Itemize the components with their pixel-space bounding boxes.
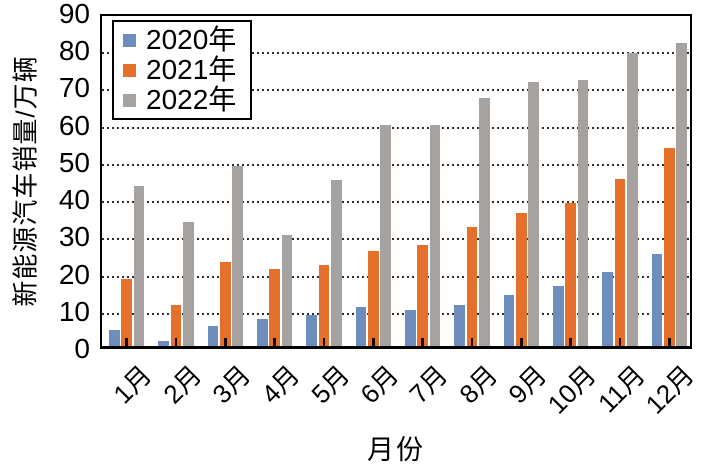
- x-axis-title: 月份: [367, 435, 425, 465]
- x-tick-9月: [520, 338, 523, 346]
- x-tick-label-4月: 4月: [255, 359, 306, 410]
- y-tick-label-10: 10: [58, 295, 90, 327]
- x-tick-2月: [174, 338, 178, 346]
- bar-2020年-3月: [207, 325, 219, 346]
- bar-2022年-6月: [380, 124, 391, 346]
- bar-2022年-4月: [281, 234, 293, 346]
- bar-2020年-1月: [109, 329, 120, 346]
- y-tick-label-0: 0: [74, 333, 90, 364]
- x-tick-7月: [421, 338, 424, 346]
- x-tick-label-8月: 8月: [452, 359, 503, 410]
- bar-2020年-7月: [405, 309, 416, 346]
- bar-2021年-8月: [466, 226, 478, 346]
- y-tick-label-80: 80: [58, 35, 90, 67]
- gridline-20: [102, 275, 690, 278]
- gridline-60: [102, 126, 690, 129]
- y-tick-label-20: 20: [58, 258, 90, 290]
- bar-2021年-11月: [614, 178, 626, 346]
- x-tick-label-3月: 3月: [206, 359, 257, 410]
- bar-2022年-1月: [133, 185, 145, 346]
- y-tick-label-50: 50: [58, 146, 90, 178]
- bar-2022年-8月: [479, 98, 490, 346]
- bar-2020年-10月: [553, 286, 564, 346]
- gridline-40: [102, 201, 690, 204]
- x-tick-label-2月: 2月: [156, 359, 207, 410]
- y-tick-label-30: 30: [58, 221, 90, 253]
- legend-item-2020年: 2020年: [123, 25, 236, 55]
- x-tick-label-7月: 7月: [403, 359, 454, 410]
- y-tick-label-60: 60: [58, 109, 90, 141]
- y-tick-label-40: 40: [58, 184, 90, 216]
- bar-2021年-6月: [368, 250, 379, 346]
- bar-2021年-5月: [318, 265, 330, 346]
- bar-2020年-8月: [454, 305, 465, 346]
- bar-2020年-4月: [257, 319, 268, 346]
- bar-2020年-2月: [158, 341, 169, 346]
- legend: 2020年 2021年 2022年: [112, 20, 253, 120]
- x-tick-1月: [125, 338, 128, 346]
- x-tick-4月: [273, 338, 276, 346]
- y-tick-label-70: 70: [58, 72, 90, 104]
- legend-swatch-icon: [123, 33, 136, 47]
- bar-2021年-12月: [664, 148, 675, 346]
- bar-2020年-12月: [651, 253, 663, 346]
- x-tick-3月: [224, 338, 227, 346]
- bar-2020年-6月: [355, 307, 367, 346]
- gridline-70: [102, 89, 690, 92]
- legend-label: 2022年: [146, 84, 237, 115]
- bar-2021年-1月: [121, 279, 132, 346]
- bar-2022年-2月: [183, 221, 194, 346]
- x-tick-label-12月: 12月: [640, 359, 701, 420]
- bar-2020年-11月: [602, 271, 613, 346]
- bar-2021年-7月: [417, 245, 428, 346]
- bar-2022年-11月: [627, 53, 638, 346]
- bar-2021年-9月: [516, 213, 527, 346]
- x-tick-label-1月: 1月: [107, 359, 158, 410]
- bar-2022年-12月: [676, 43, 687, 346]
- bar-2022年-7月: [429, 125, 441, 346]
- x-tick-label-5月: 5月: [304, 359, 355, 410]
- bar-2021年-2月: [170, 305, 182, 346]
- bar-2020年-9月: [503, 294, 515, 346]
- bar-2022年-10月: [577, 80, 589, 346]
- x-tick-label-6月: 6月: [354, 359, 405, 410]
- x-tick-6月: [372, 338, 375, 346]
- legend-label: 2020年: [146, 24, 237, 55]
- gridline-80: [102, 52, 690, 55]
- bar-2022年-9月: [528, 82, 539, 346]
- gridline-30: [102, 238, 690, 241]
- legend-item-2022年: 2022年: [123, 85, 236, 115]
- gridline-10: [102, 312, 690, 315]
- bar-2021年-3月: [220, 261, 231, 346]
- x-tick-10月: [569, 338, 572, 346]
- bar-2020年-5月: [306, 315, 317, 346]
- legend-swatch-icon: [123, 93, 136, 107]
- x-tick-12月: [668, 338, 671, 346]
- x-tick-8月: [470, 338, 474, 346]
- x-tick-11月: [618, 338, 622, 346]
- legend-label: 2021年: [146, 54, 237, 85]
- bar-2022年-3月: [232, 165, 243, 346]
- bar-2021年-10月: [565, 203, 576, 346]
- y-tick-label-90: 90: [58, 0, 90, 29]
- legend-swatch-icon: [123, 63, 136, 77]
- x-tick-5月: [322, 338, 326, 346]
- gridline-50: [102, 163, 690, 166]
- legend-item-2021年: 2021年: [123, 55, 236, 85]
- bar-2021年-4月: [269, 269, 280, 346]
- bar-2022年-5月: [331, 179, 342, 346]
